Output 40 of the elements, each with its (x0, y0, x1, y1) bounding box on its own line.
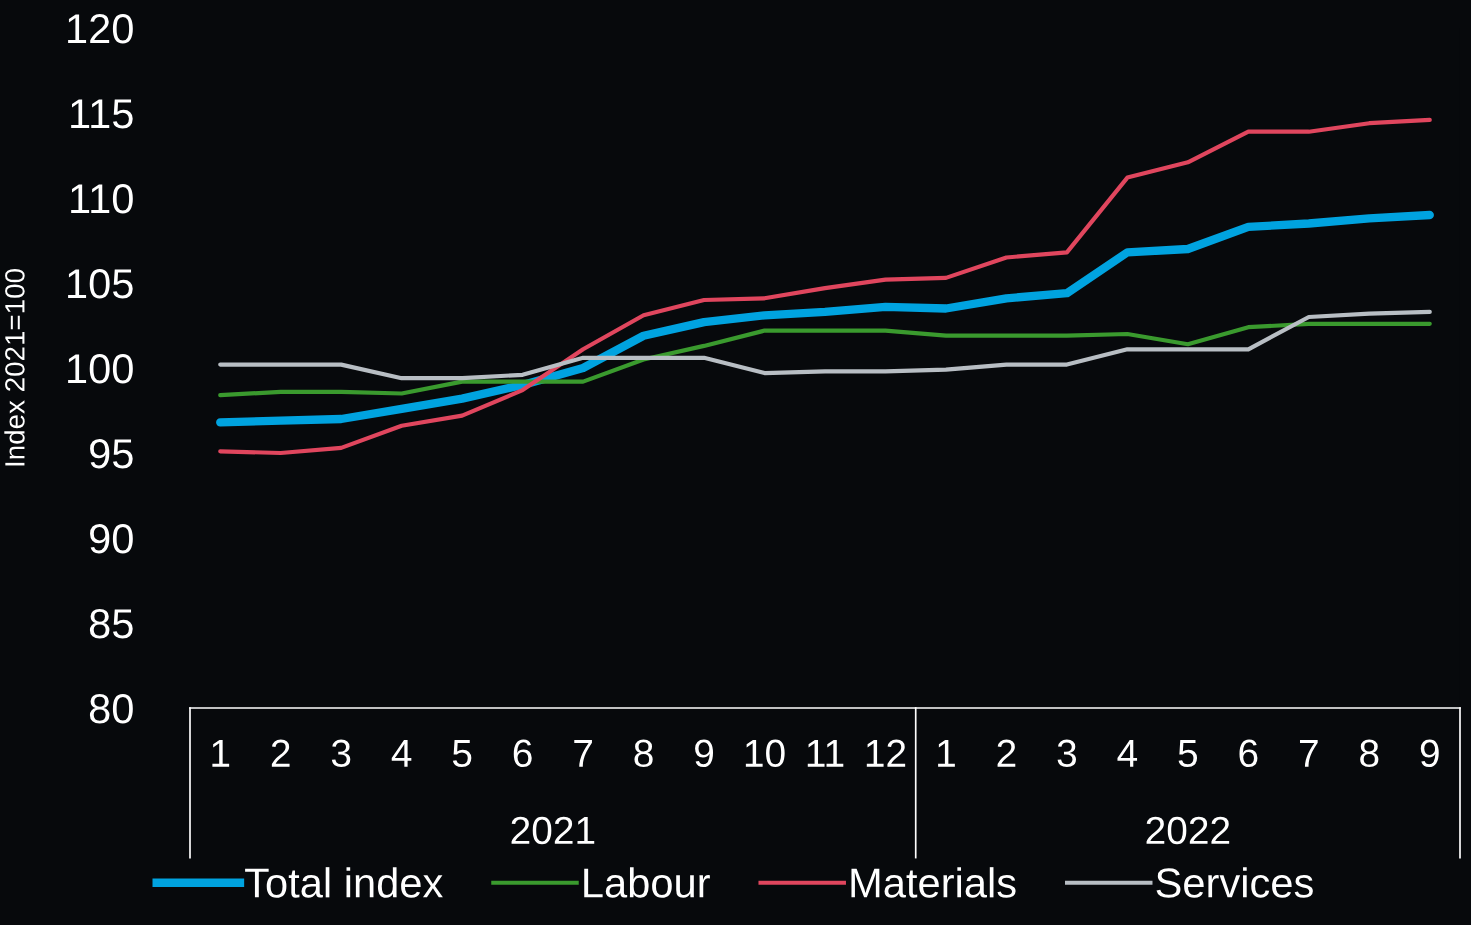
y-tick-label: 80 (89, 694, 133, 724)
legend-label: Total index (245, 867, 443, 898)
y-tick-label: 90 (90, 524, 133, 554)
y-axis-title: Index 2021=100 (4, 269, 25, 466)
x-tick-label: 10 (745, 739, 785, 768)
x-tick-label: 3 (1057, 739, 1077, 768)
x-tick-label: 5 (452, 739, 472, 768)
x-tick-label: 3 (331, 739, 351, 768)
legend-label: Labour (584, 867, 710, 898)
x-tick-label: 4 (391, 739, 412, 767)
y-tick-label: 100 (68, 354, 133, 384)
text: 2021 (511, 816, 595, 845)
x-tick-label: 1 (212, 739, 230, 767)
x-tick-label: 1 (938, 739, 955, 767)
x-tick-label: 8 (634, 739, 653, 768)
x-tick-label: 12 (866, 739, 906, 767)
x-tick-label: 11 (807, 739, 844, 767)
line-series (218, 321, 1432, 398)
x-tick-label: 2 (997, 739, 1016, 767)
y-tick-label: 110 (71, 184, 133, 214)
x-tick-label: 7 (574, 739, 592, 767)
x-tick-label: 2 (271, 739, 290, 767)
x-tick-label: 9 (1420, 739, 1439, 768)
x-tick-label: 9 (695, 739, 714, 768)
line-series (218, 117, 1432, 456)
x-tick-label: 5 (1178, 739, 1198, 768)
y-tick-label: 120 (68, 14, 133, 44)
x-tick-label: 6 (1239, 739, 1258, 768)
legend-label: Services (1156, 867, 1313, 898)
x-tick-label: 8 (1360, 739, 1379, 768)
y-tick-label: 115 (71, 99, 133, 129)
text: 2022 (1146, 816, 1230, 845)
y-tick-label: 85 (89, 609, 133, 639)
legend-label: Materials (851, 867, 1016, 898)
y-tick-label: 105 (68, 269, 133, 299)
x-tick-label: 7 (1299, 739, 1318, 767)
y-tick-label: 95 (90, 439, 133, 469)
line-series (218, 309, 1432, 381)
x-tick-label: 4 (1117, 739, 1138, 767)
x-tick-label: 6 (513, 739, 532, 768)
